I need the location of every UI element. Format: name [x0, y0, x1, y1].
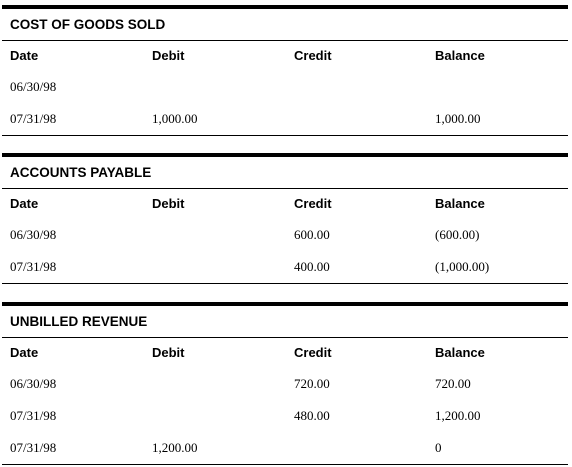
balance-cell: (600.00) — [435, 227, 480, 242]
ledger-accounts-payable: ACCOUNTS PAYABLE Date Debit Credit Balan… — [2, 153, 568, 284]
balance-cell: 720.00 — [435, 376, 471, 391]
column-header-credit: Credit — [294, 196, 332, 211]
balance-cell: 1,200.00 — [435, 408, 481, 423]
column-header-credit: Credit — [294, 345, 332, 360]
balance-cell: (1,000.00) — [435, 259, 490, 274]
table-row: 06/30/98 600.00 (600.00) — [2, 219, 568, 251]
column-header-date: Date — [10, 345, 39, 360]
credit-cell: 480.00 — [294, 408, 330, 423]
header-row: Date Debit Credit Balance — [2, 338, 568, 368]
debit-cell: 1,200.00 — [152, 440, 198, 455]
table-row: 07/31/98 1,000.00 1,000.00 — [2, 103, 568, 135]
header-row: Date Debit Credit Balance — [2, 189, 568, 219]
column-header-debit: Debit — [152, 345, 185, 360]
column-header-credit: Credit — [294, 48, 332, 63]
column-header-debit: Debit — [152, 48, 185, 63]
header-row: Date Debit Credit Balance — [2, 41, 568, 71]
date-cell: 06/30/98 — [10, 227, 57, 242]
date-cell: 06/30/98 — [10, 79, 57, 94]
column-header-balance: Balance — [435, 196, 485, 211]
balance-cell: 0 — [435, 440, 442, 455]
date-cell: 07/31/98 — [10, 111, 57, 126]
ledger-cost-of-goods-sold: COST OF GOODS SOLD Date Debit Credit Bal… — [2, 5, 568, 136]
ledger-title: COST OF GOODS SOLD — [2, 9, 568, 41]
table-row: 06/30/98 720.00 720.00 — [2, 368, 568, 400]
column-header-balance: Balance — [435, 345, 485, 360]
table-row: 07/31/98 1,200.00 0 — [2, 432, 568, 464]
date-cell: 07/31/98 — [10, 440, 57, 455]
credit-cell: 400.00 — [294, 259, 330, 274]
ledger-title: UNBILLED REVENUE — [2, 306, 568, 338]
debit-cell: 1,000.00 — [152, 111, 198, 126]
table-row: 07/31/98 400.00 (1,000.00) — [2, 251, 568, 283]
date-cell: 06/30/98 — [10, 376, 57, 391]
column-header-debit: Debit — [152, 196, 185, 211]
ledger-unbilled-revenue: UNBILLED REVENUE Date Debit Credit Balan… — [2, 302, 568, 465]
date-cell: 07/31/98 — [10, 259, 57, 274]
table-row: 07/31/98 480.00 1,200.00 — [2, 400, 568, 432]
column-header-date: Date — [10, 48, 39, 63]
table-row: 06/30/98 — [2, 71, 568, 103]
column-header-balance: Balance — [435, 48, 485, 63]
balance-cell: 1,000.00 — [435, 111, 481, 126]
ledger-title: ACCOUNTS PAYABLE — [2, 157, 568, 189]
credit-cell: 720.00 — [294, 376, 330, 391]
date-cell: 07/31/98 — [10, 408, 57, 423]
column-header-date: Date — [10, 196, 39, 211]
credit-cell: 600.00 — [294, 227, 330, 242]
